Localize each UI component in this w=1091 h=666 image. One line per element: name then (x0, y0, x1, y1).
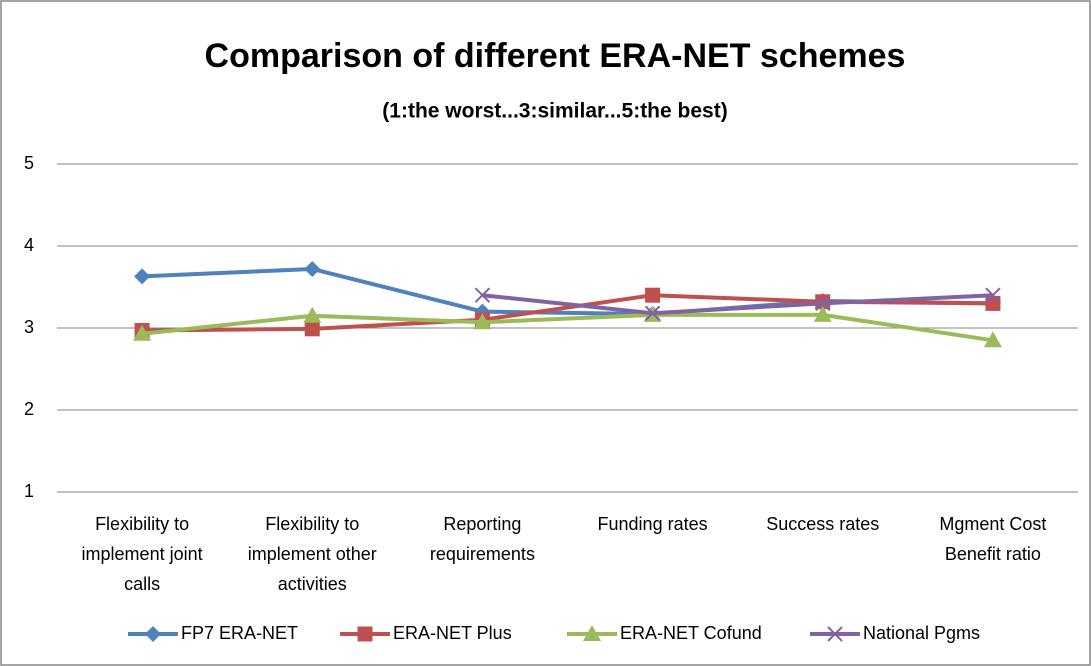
legend-marker (357, 626, 373, 642)
legend-label: National Pgms (863, 623, 980, 643)
x-tick-label: Funding rates (598, 514, 708, 534)
legend-marker (827, 626, 843, 642)
x-tick-label: Mgment Cost Benefit ratio (939, 514, 1046, 564)
marker (473, 313, 492, 330)
x-tick-label: Success rates (766, 514, 879, 534)
y-tick-label: 3 (24, 317, 34, 337)
chart-title: Comparison of different ERA-NET schemes (205, 37, 906, 75)
y-tick-label: 4 (24, 235, 34, 255)
marker (304, 260, 321, 277)
marker (303, 306, 322, 323)
x-tick-label: Flexibility to implement joint calls (82, 514, 203, 594)
marker (985, 295, 1001, 311)
marker (985, 287, 1001, 303)
x-tick-label: Reporting requirements (430, 514, 535, 564)
marker (645, 287, 661, 303)
legend-item: National Pgms (810, 623, 980, 643)
legend-label: FP7 ERA-NET (181, 623, 298, 643)
legend-label: ERA-NET Cofund (620, 623, 762, 643)
chart-subtitle: (1:the worst...3:similar...5:the best) (382, 100, 727, 123)
marker (644, 305, 661, 321)
series (474, 287, 1001, 321)
series-line (141, 312, 994, 343)
x-tick-label: Flexibility to implement other activities (248, 514, 377, 594)
y-tick-label: 5 (24, 153, 34, 173)
legend-marker (583, 625, 601, 641)
y-tick-label: 2 (24, 399, 34, 419)
y-tick-label: 1 (24, 481, 34, 501)
marker (133, 324, 152, 341)
series-line (482, 293, 994, 316)
legend-marker (145, 626, 161, 642)
marker (983, 331, 1002, 348)
legend-item: FP7 ERA-NET (128, 623, 298, 643)
legend-item: ERA-NET Cofund (567, 623, 762, 643)
marker (474, 287, 491, 303)
marker (134, 268, 151, 285)
marker (815, 295, 831, 312)
legend-item: ERA-NET Plus (340, 623, 512, 643)
legend-label: ERA-NET Plus (393, 623, 512, 643)
marker (813, 305, 832, 322)
marker (304, 321, 320, 337)
